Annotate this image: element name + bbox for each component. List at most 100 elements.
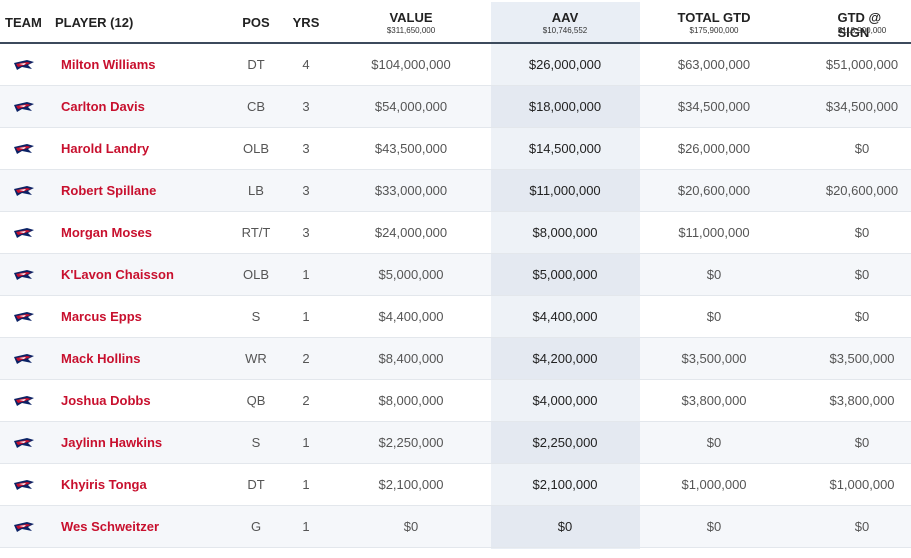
logo-icon bbox=[14, 312, 34, 322]
aav-cell: $11,000,000 bbox=[529, 183, 601, 198]
logo-icon bbox=[14, 102, 34, 112]
position-cell: LB bbox=[248, 183, 264, 198]
team-logo[interactable] bbox=[13, 58, 35, 76]
aav-cell: $5,000,000 bbox=[532, 267, 598, 282]
team-logo[interactable] bbox=[13, 268, 35, 286]
player-name[interactable]: Joshua Dobbs bbox=[61, 393, 151, 408]
years-cell: 2 bbox=[302, 393, 310, 408]
team-logo[interactable] bbox=[13, 352, 35, 370]
value-cell: $24,000,000 bbox=[374, 225, 448, 240]
table-row: Robert Spillane LB 3 $33,000,000 $11,000,000… bbox=[0, 170, 911, 212]
value-cell: $54,000,000 bbox=[374, 99, 448, 114]
position-cell: G bbox=[250, 519, 262, 534]
player-name[interactable]: Khyiris Tonga bbox=[61, 477, 147, 492]
value-cell: $8,400,000 bbox=[378, 351, 444, 366]
player-name[interactable]: Harold Landry bbox=[61, 141, 150, 156]
total-gtd-cell: $20,600,000 bbox=[677, 183, 751, 198]
years-cell: 1 bbox=[302, 477, 310, 492]
logo-icon bbox=[14, 438, 34, 448]
gtd-sign-header[interactable]: GTD @ SIGN bbox=[837, 10, 882, 40]
player-name[interactable]: Marcus Epps bbox=[61, 309, 142, 324]
team-logo[interactable] bbox=[13, 478, 35, 496]
position-cell: S bbox=[251, 435, 261, 450]
aav-cell: $18,000,000 bbox=[528, 99, 602, 114]
aav-header[interactable]: AAV bbox=[551, 10, 579, 25]
team-logo[interactable] bbox=[13, 142, 35, 160]
aav-cell: $4,000,000 bbox=[532, 393, 598, 408]
position-cell: CB bbox=[246, 99, 266, 114]
player-name[interactable]: Wes Schweitzer bbox=[61, 519, 160, 534]
aav-cell-bg bbox=[491, 212, 640, 253]
total-gtd-cell: $0 bbox=[706, 435, 722, 450]
player-name[interactable]: Robert Spillane bbox=[61, 183, 157, 198]
gtd-at-sign-cell: $0 bbox=[854, 267, 870, 282]
value-cell: $4,400,000 bbox=[378, 309, 444, 324]
gtd-at-sign-cell: $0 bbox=[854, 309, 870, 324]
years-cell: 1 bbox=[302, 519, 310, 534]
years-cell: 1 bbox=[302, 309, 310, 324]
team-logo[interactable] bbox=[13, 184, 35, 202]
logo-icon bbox=[14, 228, 34, 238]
gtd-at-sign-cell: $20,600,000 bbox=[825, 183, 899, 198]
value-header[interactable]: VALUE bbox=[389, 10, 433, 25]
player-name[interactable]: Jaylinn Hawkins bbox=[61, 435, 163, 450]
player-name[interactable]: Morgan Moses bbox=[61, 225, 153, 240]
position-cell: S bbox=[251, 309, 261, 324]
player-name[interactable]: K'Lavon Chaisson bbox=[61, 267, 174, 282]
aav-cell: $4,200,000 bbox=[532, 351, 598, 366]
logo-icon bbox=[14, 354, 34, 364]
player-name[interactable]: Milton Williams bbox=[61, 57, 156, 72]
team-logo[interactable] bbox=[13, 100, 35, 118]
table-row: Milton Williams DT 4 $104,000,000 $26,000,00… bbox=[0, 44, 911, 86]
player-name[interactable]: Mack Hollins bbox=[61, 351, 141, 366]
total-gtd-cell: $0 bbox=[706, 267, 722, 282]
position-cell: WR bbox=[245, 351, 267, 366]
aav-cell-bg bbox=[491, 338, 640, 379]
gtd-at-sign-cell: $0 bbox=[854, 435, 870, 450]
table-row: Carlton Davis CB 3 $54,000,000 $18,000,000 $3… bbox=[0, 86, 911, 128]
aav-cell: $4,400,000 bbox=[532, 309, 598, 324]
team-logo[interactable] bbox=[13, 394, 35, 412]
years-cell: 1 bbox=[302, 267, 310, 282]
aav-cell-bg bbox=[491, 128, 640, 169]
gtd-at-sign-cell: $1,000,000 bbox=[829, 477, 895, 492]
table-row: Harold Landry OLB 3 $43,500,000 $14,500,000 $… bbox=[0, 128, 911, 170]
table-header: TEAM PLAYER (12) POS YRS VALUE $311,650,… bbox=[0, 0, 911, 44]
team-logo[interactable] bbox=[13, 520, 35, 538]
aav-cell-bg bbox=[491, 464, 640, 505]
aav-cell-bg bbox=[491, 170, 640, 211]
pos-header[interactable]: POS bbox=[242, 15, 270, 30]
value-total: $311,650,000 bbox=[386, 26, 436, 35]
total-gtd-cell: $34,500,000 bbox=[677, 99, 751, 114]
aav-cell: $2,100,000 bbox=[532, 477, 598, 492]
team-logo[interactable] bbox=[13, 436, 35, 454]
player-name[interactable]: Carlton Davis bbox=[61, 99, 145, 114]
value-cell: $33,000,000 bbox=[374, 183, 448, 198]
years-cell: 3 bbox=[302, 183, 310, 198]
aav-cell-bg bbox=[491, 380, 640, 421]
total-gtd-cell: $63,000,000 bbox=[677, 57, 751, 72]
years-cell: 3 bbox=[302, 141, 310, 156]
gtd-at-sign-cell: $51,000,000 bbox=[825, 57, 899, 72]
aav-cell-bg bbox=[491, 296, 640, 337]
total-gtd-header[interactable]: TOTAL GTD bbox=[677, 10, 751, 25]
team-header: TEAM bbox=[5, 15, 42, 30]
gtd-at-sign-cell: $3,800,000 bbox=[829, 393, 895, 408]
team-logo[interactable] bbox=[13, 226, 35, 244]
yrs-header[interactable]: YRS bbox=[292, 15, 320, 30]
value-cell: $104,000,000 bbox=[371, 57, 451, 72]
years-cell: 3 bbox=[302, 99, 310, 114]
aav-total: $10,746,552 bbox=[542, 26, 588, 35]
value-cell: $0 bbox=[403, 519, 419, 534]
gtd-at-sign-cell: $34,500,000 bbox=[825, 99, 899, 114]
logo-icon bbox=[14, 396, 34, 406]
total-gtd-cell: $1,000,000 bbox=[681, 477, 747, 492]
table-row: Jaylinn Hawkins S 1 $2,250,000 $2,250,000 $0 $… bbox=[0, 422, 911, 464]
aav-cell: $14,500,000 bbox=[528, 141, 602, 156]
team-logo[interactable] bbox=[13, 310, 35, 328]
logo-icon bbox=[14, 480, 34, 490]
aav-cell-bg bbox=[491, 44, 640, 85]
player-header[interactable]: PLAYER (12) bbox=[55, 15, 134, 30]
years-cell: 3 bbox=[302, 225, 310, 240]
